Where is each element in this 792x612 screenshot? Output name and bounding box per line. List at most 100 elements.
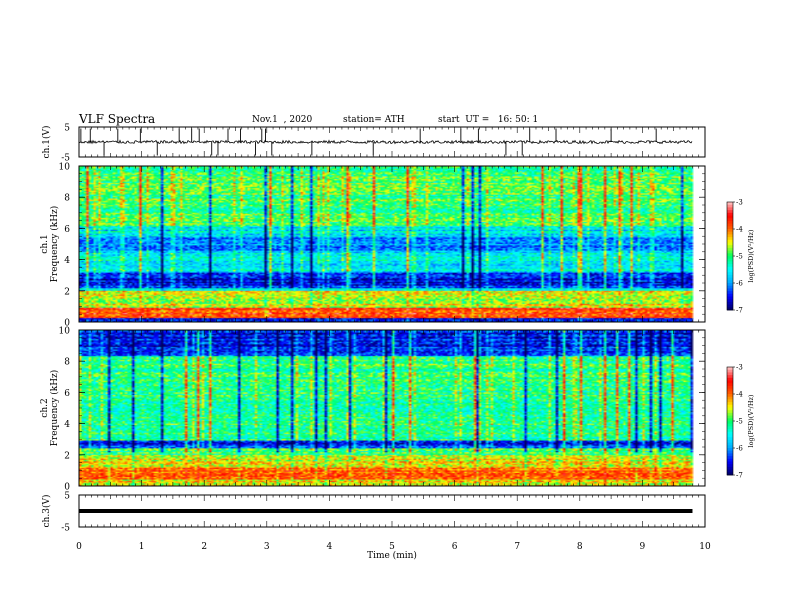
- y-tick-label: 8: [64, 358, 70, 368]
- colorbar-segment: [727, 442, 733, 446]
- colorbar-title: log(PSD)(V²/Hz): [747, 394, 755, 447]
- colorbar-segment: [727, 466, 733, 470]
- y-tick-label: 0: [64, 483, 70, 493]
- colorbar-segment: [727, 421, 733, 425]
- colorbar-segment: [727, 464, 733, 468]
- y-axis-title: ch.3(V): [41, 495, 52, 528]
- colorbar-segment: [727, 410, 733, 414]
- waveform-layer: [78, 128, 693, 513]
- colorbar-tick-label: -4: [736, 226, 743, 234]
- colorbar-segment: [727, 283, 733, 287]
- colorbar-tick-label: -5: [736, 253, 743, 261]
- colorbar-segment: [727, 210, 733, 214]
- x-tick-label: 8: [577, 542, 583, 552]
- colorbar-segment: [727, 456, 733, 460]
- colorbar-segment: [727, 434, 733, 438]
- y-tick-label: 6: [64, 389, 70, 399]
- station-label: station= ATH: [343, 115, 405, 125]
- colorbar-segment: [727, 253, 733, 257]
- ch1-waveform-line: [78, 139, 693, 145]
- colorbar-segment: [727, 202, 733, 206]
- colorbar-segment: [727, 288, 733, 292]
- colorbar-segment: [727, 272, 733, 276]
- colorbar-segment: [727, 307, 733, 311]
- colorbar-segment: [727, 242, 733, 246]
- colorbar-segment: [727, 264, 733, 268]
- colorbar-segment: [727, 212, 733, 216]
- figure-title: VLF Spectra: [79, 112, 156, 126]
- colorbar-segment: [727, 429, 733, 433]
- colorbar-segment: [727, 423, 733, 427]
- x-tick-label: 0: [76, 542, 82, 552]
- colorbar-segment: [727, 377, 733, 381]
- colorbar-segment: [727, 247, 733, 251]
- y-tick-label: 5: [64, 492, 70, 502]
- x-tick-label: 1: [139, 542, 145, 552]
- colorbar-segment: [727, 385, 733, 389]
- colorbar-segment: [727, 448, 733, 452]
- colorbar-segment: [727, 223, 733, 227]
- colorbar-segment: [727, 402, 733, 406]
- colorbar-segment: [727, 215, 733, 219]
- colorbar-segment: [727, 431, 733, 435]
- x-tick-label: 6: [452, 542, 458, 552]
- y-tick-label: 2: [64, 287, 70, 297]
- colorbar-segment: [727, 280, 733, 284]
- colorbar-segment: [727, 274, 733, 278]
- colorbar-layer: -3 -4 -5 -6 -7 log(PSD)(V²/Hz) -3 -4 -5 -6 -7 log(P…: [726, 199, 755, 480]
- x-tick-label: 7: [514, 542, 520, 552]
- colorbar-segment: [727, 239, 733, 243]
- x-tick-label: 5: [389, 542, 395, 552]
- colorbar-segment: [727, 375, 733, 379]
- x-tick-label: 4: [327, 542, 333, 552]
- colorbar-tick-label: -5: [736, 418, 743, 426]
- colorbar-segment: [727, 204, 733, 208]
- colorbar-tick-label: -7: [736, 307, 743, 315]
- colorbar-segment: [727, 245, 733, 249]
- x-tick-label: 3: [264, 542, 270, 552]
- y-tick-label: 4: [64, 256, 70, 266]
- colorbar-segment: [727, 399, 733, 403]
- colorbar-segment: [727, 291, 733, 295]
- colorbar-segment: [727, 256, 733, 260]
- colorbar-segment: [727, 437, 733, 441]
- colorbar-tick-label: -4: [736, 391, 743, 399]
- y-tick-label: -5: [61, 154, 70, 164]
- y-tick-label: 10: [59, 163, 71, 173]
- colorbar-segment: [727, 220, 733, 224]
- colorbar-segment: [727, 383, 733, 387]
- colorbar-segment: [727, 293, 733, 297]
- colorbar-segment: [727, 369, 733, 373]
- colorbar-segment: [727, 388, 733, 392]
- colorbar-segment: [727, 261, 733, 265]
- colorbar-segment: [727, 296, 733, 300]
- colorbar-segment: [727, 269, 733, 273]
- colorbar-segment: [727, 450, 733, 454]
- y-tick-label: 4: [64, 420, 70, 430]
- colorbar-segment: [727, 418, 733, 422]
- colorbar-segment: [727, 472, 733, 476]
- y-tick-label: 6: [64, 225, 70, 235]
- y-tick-label: 10: [59, 327, 71, 337]
- colorbar-segment: [727, 394, 733, 398]
- colorbar-segment: [727, 439, 733, 443]
- x-axis-title: Time (min): [367, 550, 417, 561]
- colorbar-segment: [727, 231, 733, 235]
- colorbar-segment: [727, 304, 733, 308]
- colorbar-segment: [727, 461, 733, 465]
- y-axis-title: ch.2: [40, 398, 50, 417]
- colorbar-segment: [727, 229, 733, 233]
- spectrogram-layer: [79, 166, 705, 486]
- colorbar-segment: [727, 237, 733, 241]
- colorbar-segment: [727, 285, 733, 289]
- colorbar-segment: [727, 234, 733, 238]
- colorbar-tick-label: -6: [736, 280, 743, 288]
- date-label: Nov.1 , 2020: [252, 115, 313, 125]
- y-axis-title: Frequency (kHz): [49, 206, 60, 283]
- y-tick-label: 8: [64, 194, 70, 204]
- colorbar-segment: [727, 266, 733, 270]
- y-axis-title: Frequency (kHz): [49, 370, 60, 447]
- colorbar-segment: [727, 404, 733, 408]
- colorbar-segment: [727, 372, 733, 376]
